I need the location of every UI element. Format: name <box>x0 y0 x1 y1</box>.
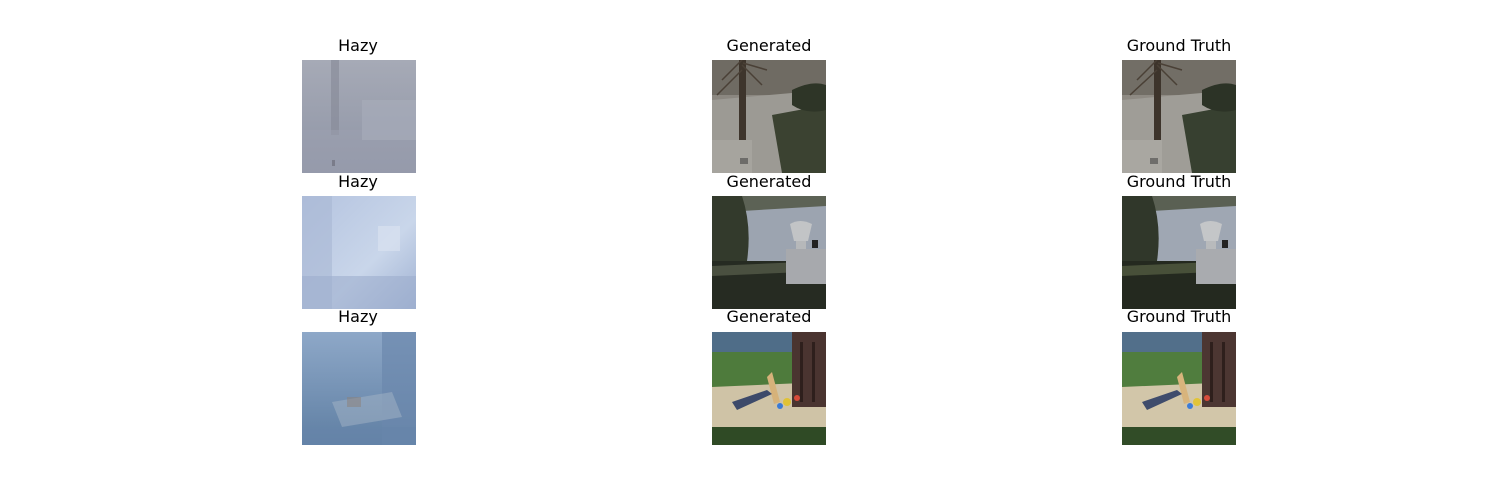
row2-truth-title: Ground Truth <box>1126 172 1232 191</box>
row3-generated-title: Generated <box>726 307 812 326</box>
row1-truth-title: Ground Truth <box>1126 36 1232 55</box>
garden-urn-scene <box>1122 196 1236 309</box>
row1-truth-image <box>1122 60 1236 173</box>
row3-truth-title: Ground Truth <box>1126 307 1232 326</box>
sandbox-playground-scene <box>712 332 826 445</box>
row2-generated-title: Generated <box>726 172 812 191</box>
row3-hazy-image <box>302 332 416 445</box>
row3-generated-image <box>712 332 826 445</box>
row1-generated-title: Generated <box>726 36 812 55</box>
row1-hazy-title: Hazy <box>338 36 378 55</box>
garden-tree-scene <box>712 60 826 173</box>
garden-urn-scene <box>712 196 826 309</box>
row2-generated-image <box>712 196 826 309</box>
garden-tree-scene <box>1122 60 1236 173</box>
row2-hazy-title: Hazy <box>338 172 378 191</box>
hazy-playground-scene <box>302 332 416 445</box>
hazy-urn-scene <box>302 196 416 309</box>
row1-hazy-image <box>302 60 416 173</box>
row1-generated-image <box>712 60 826 173</box>
row3-hazy-title: Hazy <box>338 307 378 326</box>
row2-hazy-image <box>302 196 416 309</box>
row3-truth-image <box>1122 332 1236 445</box>
sandbox-playground-scene <box>1122 332 1236 445</box>
hazy-tree-scene <box>302 60 416 173</box>
row2-truth-image <box>1122 196 1236 309</box>
